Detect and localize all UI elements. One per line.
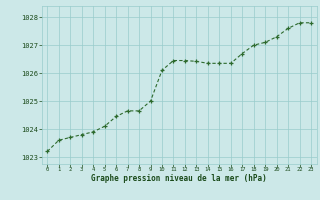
X-axis label: Graphe pression niveau de la mer (hPa): Graphe pression niveau de la mer (hPa) — [91, 174, 267, 183]
